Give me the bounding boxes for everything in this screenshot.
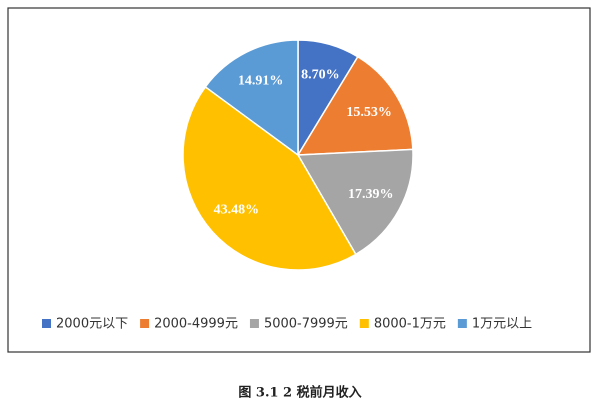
- legend-label: 2000元以下: [56, 317, 128, 332]
- legend-label: 5000-7999元: [264, 317, 348, 332]
- legend-swatch: [359, 319, 369, 328]
- legend-label: 1万元以上: [472, 317, 532, 332]
- legend-swatch: [42, 319, 51, 328]
- legend-label: 8000-1万元: [374, 317, 446, 332]
- pie-slice: [182, 85, 357, 271]
- value-label: 8.70%: [301, 67, 340, 82]
- caption: 图 3.1 2 税前月收入: [238, 385, 361, 401]
- pie-slice: [204, 39, 299, 157]
- legend-label: 2000-4999元: [154, 317, 238, 332]
- value-label: 15.53%: [346, 105, 392, 120]
- pie-slice: [296, 55, 414, 156]
- value-label: 17.39%: [348, 187, 394, 202]
- legend-swatch: [457, 319, 467, 328]
- value-label: 14.91%: [238, 73, 284, 88]
- legend-swatch: [249, 319, 259, 328]
- value-label: 43.48%: [214, 203, 260, 218]
- legend-swatch: [140, 319, 150, 328]
- pie-slice: [296, 148, 414, 256]
